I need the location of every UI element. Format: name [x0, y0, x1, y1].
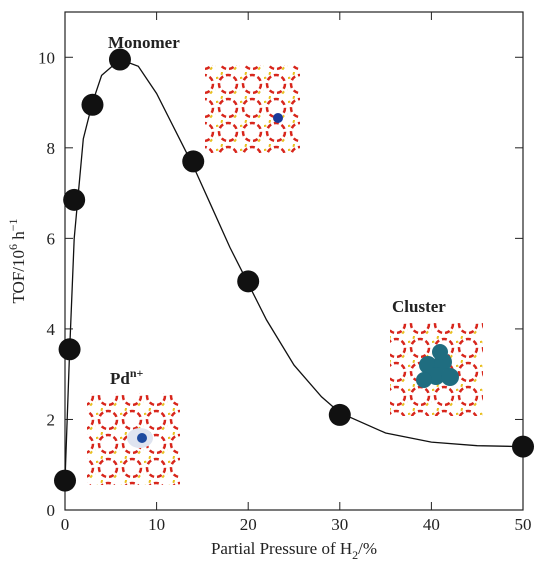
y-tick-label: 2 — [47, 410, 56, 429]
x-tick-label: 20 — [240, 515, 257, 534]
y-tick-label: 0 — [47, 501, 56, 520]
data-point — [81, 93, 104, 116]
y-tick-label: 6 — [47, 229, 56, 248]
plot-frame — [64, 11, 524, 511]
y-tick-label: 8 — [47, 139, 56, 158]
data-point — [63, 188, 86, 211]
data-point — [108, 48, 131, 71]
fit-curve — [64, 58, 524, 481]
data-point — [328, 403, 351, 426]
annotation: Pdn+ — [110, 366, 144, 388]
data-point — [54, 469, 76, 492]
data-point — [512, 435, 534, 458]
inset-monomer — [205, 65, 300, 153]
data-point — [237, 270, 260, 293]
data-point — [182, 150, 205, 173]
x-tick-label: 30 — [331, 515, 348, 534]
inset-pd — [87, 393, 180, 485]
annotation: Monomer — [108, 33, 180, 52]
annotation: Cluster — [392, 297, 446, 316]
x-tick-label: 10 — [148, 515, 165, 534]
y-tick-label: 4 — [47, 320, 56, 339]
x-tick-label: 50 — [515, 515, 532, 534]
data-point — [58, 338, 81, 361]
x-tick-label: 0 — [61, 515, 70, 534]
x-axis-label: Partial Pressure of H2/% — [211, 539, 377, 562]
x-tick-label: 40 — [423, 515, 440, 534]
y-axis-label: TOF/106 h−1 — [6, 218, 28, 303]
inset-cluster — [390, 322, 483, 416]
y-tick-label: 10 — [38, 48, 55, 67]
